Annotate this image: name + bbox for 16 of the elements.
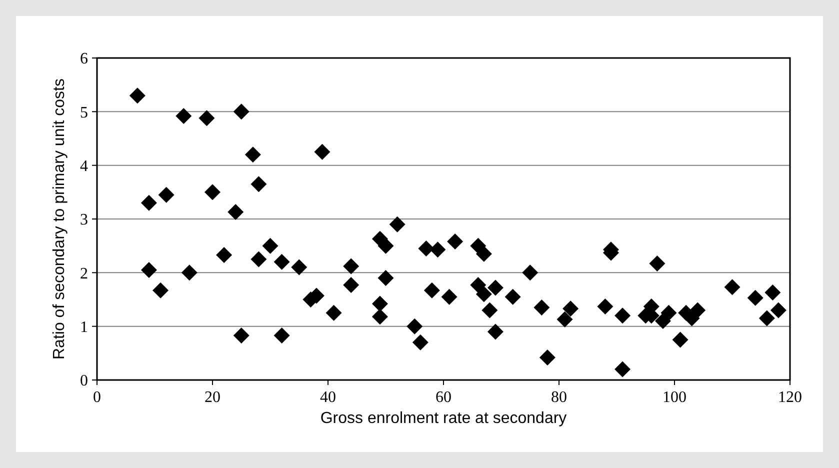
x-axis-title: Gross enrolment rate at secondary (320, 410, 567, 427)
y-tick-label: 6 (80, 50, 88, 68)
x-tick-label: 100 (662, 389, 686, 406)
y-tick-label: 3 (80, 212, 88, 229)
x-tick-label: 120 (778, 389, 802, 406)
y-tick-label: 4 (80, 158, 88, 175)
x-tick-label: 80 (551, 389, 567, 406)
y-axis-title: Ratio of secondary to primary unit costs (51, 78, 68, 360)
y-tick-label: 2 (80, 265, 88, 282)
x-tick-label: 40 (320, 389, 336, 406)
y-tick-label: 1 (80, 318, 88, 336)
x-tick-label: 0 (93, 389, 101, 406)
x-tick-label: 60 (436, 389, 452, 406)
y-tick-label: 5 (80, 104, 88, 122)
x-tick-label: 20 (204, 389, 220, 406)
y-tick-label: 0 (80, 372, 88, 390)
